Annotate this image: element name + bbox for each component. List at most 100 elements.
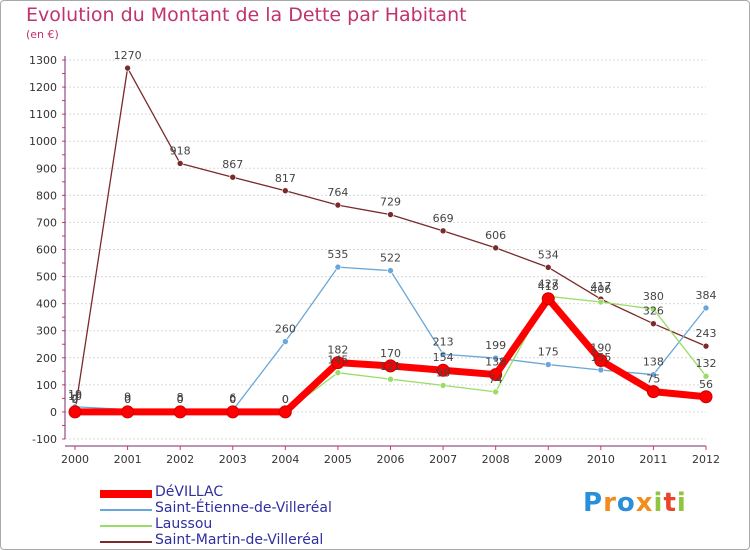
data-label: 75 [646, 373, 660, 386]
data-label: 0 [229, 393, 236, 406]
data-point [282, 187, 289, 195]
x-tick-label: 2000 [61, 453, 89, 466]
data-label: 6 [229, 391, 236, 404]
x-tick-label: 2011 [639, 453, 667, 466]
data-label: 170 [380, 347, 401, 360]
data-label: 729 [380, 196, 401, 209]
legend-swatch [100, 509, 152, 511]
logo-letter: r [603, 488, 617, 518]
data-point [650, 371, 657, 378]
data-label: 0 [177, 393, 184, 406]
data-label: 121 [380, 360, 401, 373]
data-point [492, 244, 499, 252]
data-point [597, 366, 605, 374]
data-point [492, 354, 499, 362]
data-point [439, 350, 447, 358]
data-label: 817 [275, 172, 296, 185]
legend-label: Laussou [155, 516, 213, 532]
data-label: 867 [222, 158, 243, 171]
x-tick-label: 2003 [219, 453, 247, 466]
data-point [226, 405, 240, 419]
data-label: 154 [433, 351, 454, 364]
x-tick-label: 2008 [482, 453, 510, 466]
chart-unit: (en €) [26, 28, 59, 41]
y-tick-label: 300 [36, 325, 57, 338]
y-tick-label: 0 [50, 406, 57, 419]
data-point [387, 211, 394, 218]
data-point [646, 385, 660, 399]
y-tick-label: 500 [36, 271, 57, 284]
data-label: 213 [433, 335, 454, 348]
series-line-1 [74, 266, 707, 411]
y-tick-label: 600 [36, 244, 57, 257]
data-label: 0 [72, 393, 79, 406]
data-point [489, 368, 503, 382]
data-point [387, 267, 394, 274]
data-label: 182 [327, 344, 348, 357]
data-point [121, 405, 135, 419]
x-tick-label: 2005 [324, 453, 352, 466]
logo-letter: t [663, 488, 677, 518]
x-tick-label: 2004 [271, 453, 299, 466]
chart-title: Evolution du Montant de la Dette par Hab… [26, 4, 467, 26]
data-label: 199 [485, 339, 506, 352]
y-tick-label: 900 [36, 162, 57, 175]
logo-letter: x [635, 488, 654, 518]
data-label: 380 [643, 290, 664, 303]
data-label: 427 [538, 277, 559, 290]
legend-label: Saint-Étienne-de-Villeréal [155, 500, 332, 516]
data-point [331, 356, 345, 370]
logo-letter: P [583, 488, 604, 518]
data-point [650, 320, 657, 327]
x-tick-label: 2002 [166, 453, 194, 466]
data-point [229, 173, 237, 181]
data-point [436, 363, 450, 377]
data-label: 190 [590, 341, 611, 354]
data-point [650, 305, 657, 313]
data-label: 260 [275, 323, 296, 336]
logo-letter: i [653, 488, 664, 518]
data-label: 0 [177, 393, 184, 406]
data-label: 384 [696, 289, 717, 302]
data-label: 1270 [114, 49, 142, 62]
data-label: 918 [170, 144, 191, 157]
data-point [544, 264, 552, 271]
data-point [439, 227, 447, 235]
x-tick-label: 2010 [587, 453, 615, 466]
y-tick-label: 1100 [29, 108, 57, 121]
x-tick-label: 2007 [429, 453, 457, 466]
data-point [278, 405, 292, 419]
y-tick-label: 400 [36, 298, 57, 311]
data-label: 522 [380, 252, 401, 265]
y-tick-label: 1200 [29, 81, 57, 94]
data-label: 175 [538, 346, 559, 359]
data-label: 535 [327, 248, 348, 261]
data-label: 8 [177, 391, 184, 404]
data-label: 0 [229, 393, 236, 406]
data-point [68, 405, 82, 419]
data-label: 326 [643, 305, 664, 318]
x-tick-label: 2012 [692, 453, 720, 466]
data-label: 534 [538, 248, 559, 261]
y-tick-label: 200 [36, 352, 57, 365]
proxiti-logo: Proxiti [583, 488, 687, 518]
data-label: 19 [68, 388, 82, 401]
data-point [541, 292, 555, 306]
data-label: 417 [590, 280, 611, 293]
data-point [702, 342, 710, 350]
data-point [334, 369, 342, 376]
data-label: 145 [327, 354, 348, 367]
data-point [702, 372, 710, 380]
data-point [439, 382, 447, 389]
y-tick-label: 100 [36, 379, 57, 392]
data-point [594, 353, 608, 367]
data-point [282, 338, 289, 345]
data-label: 418 [538, 280, 559, 293]
data-label: 10 [68, 390, 82, 403]
logo-letter: i [676, 488, 687, 518]
data-point [334, 263, 342, 271]
data-label: 0 [282, 393, 289, 406]
data-point [173, 405, 187, 419]
